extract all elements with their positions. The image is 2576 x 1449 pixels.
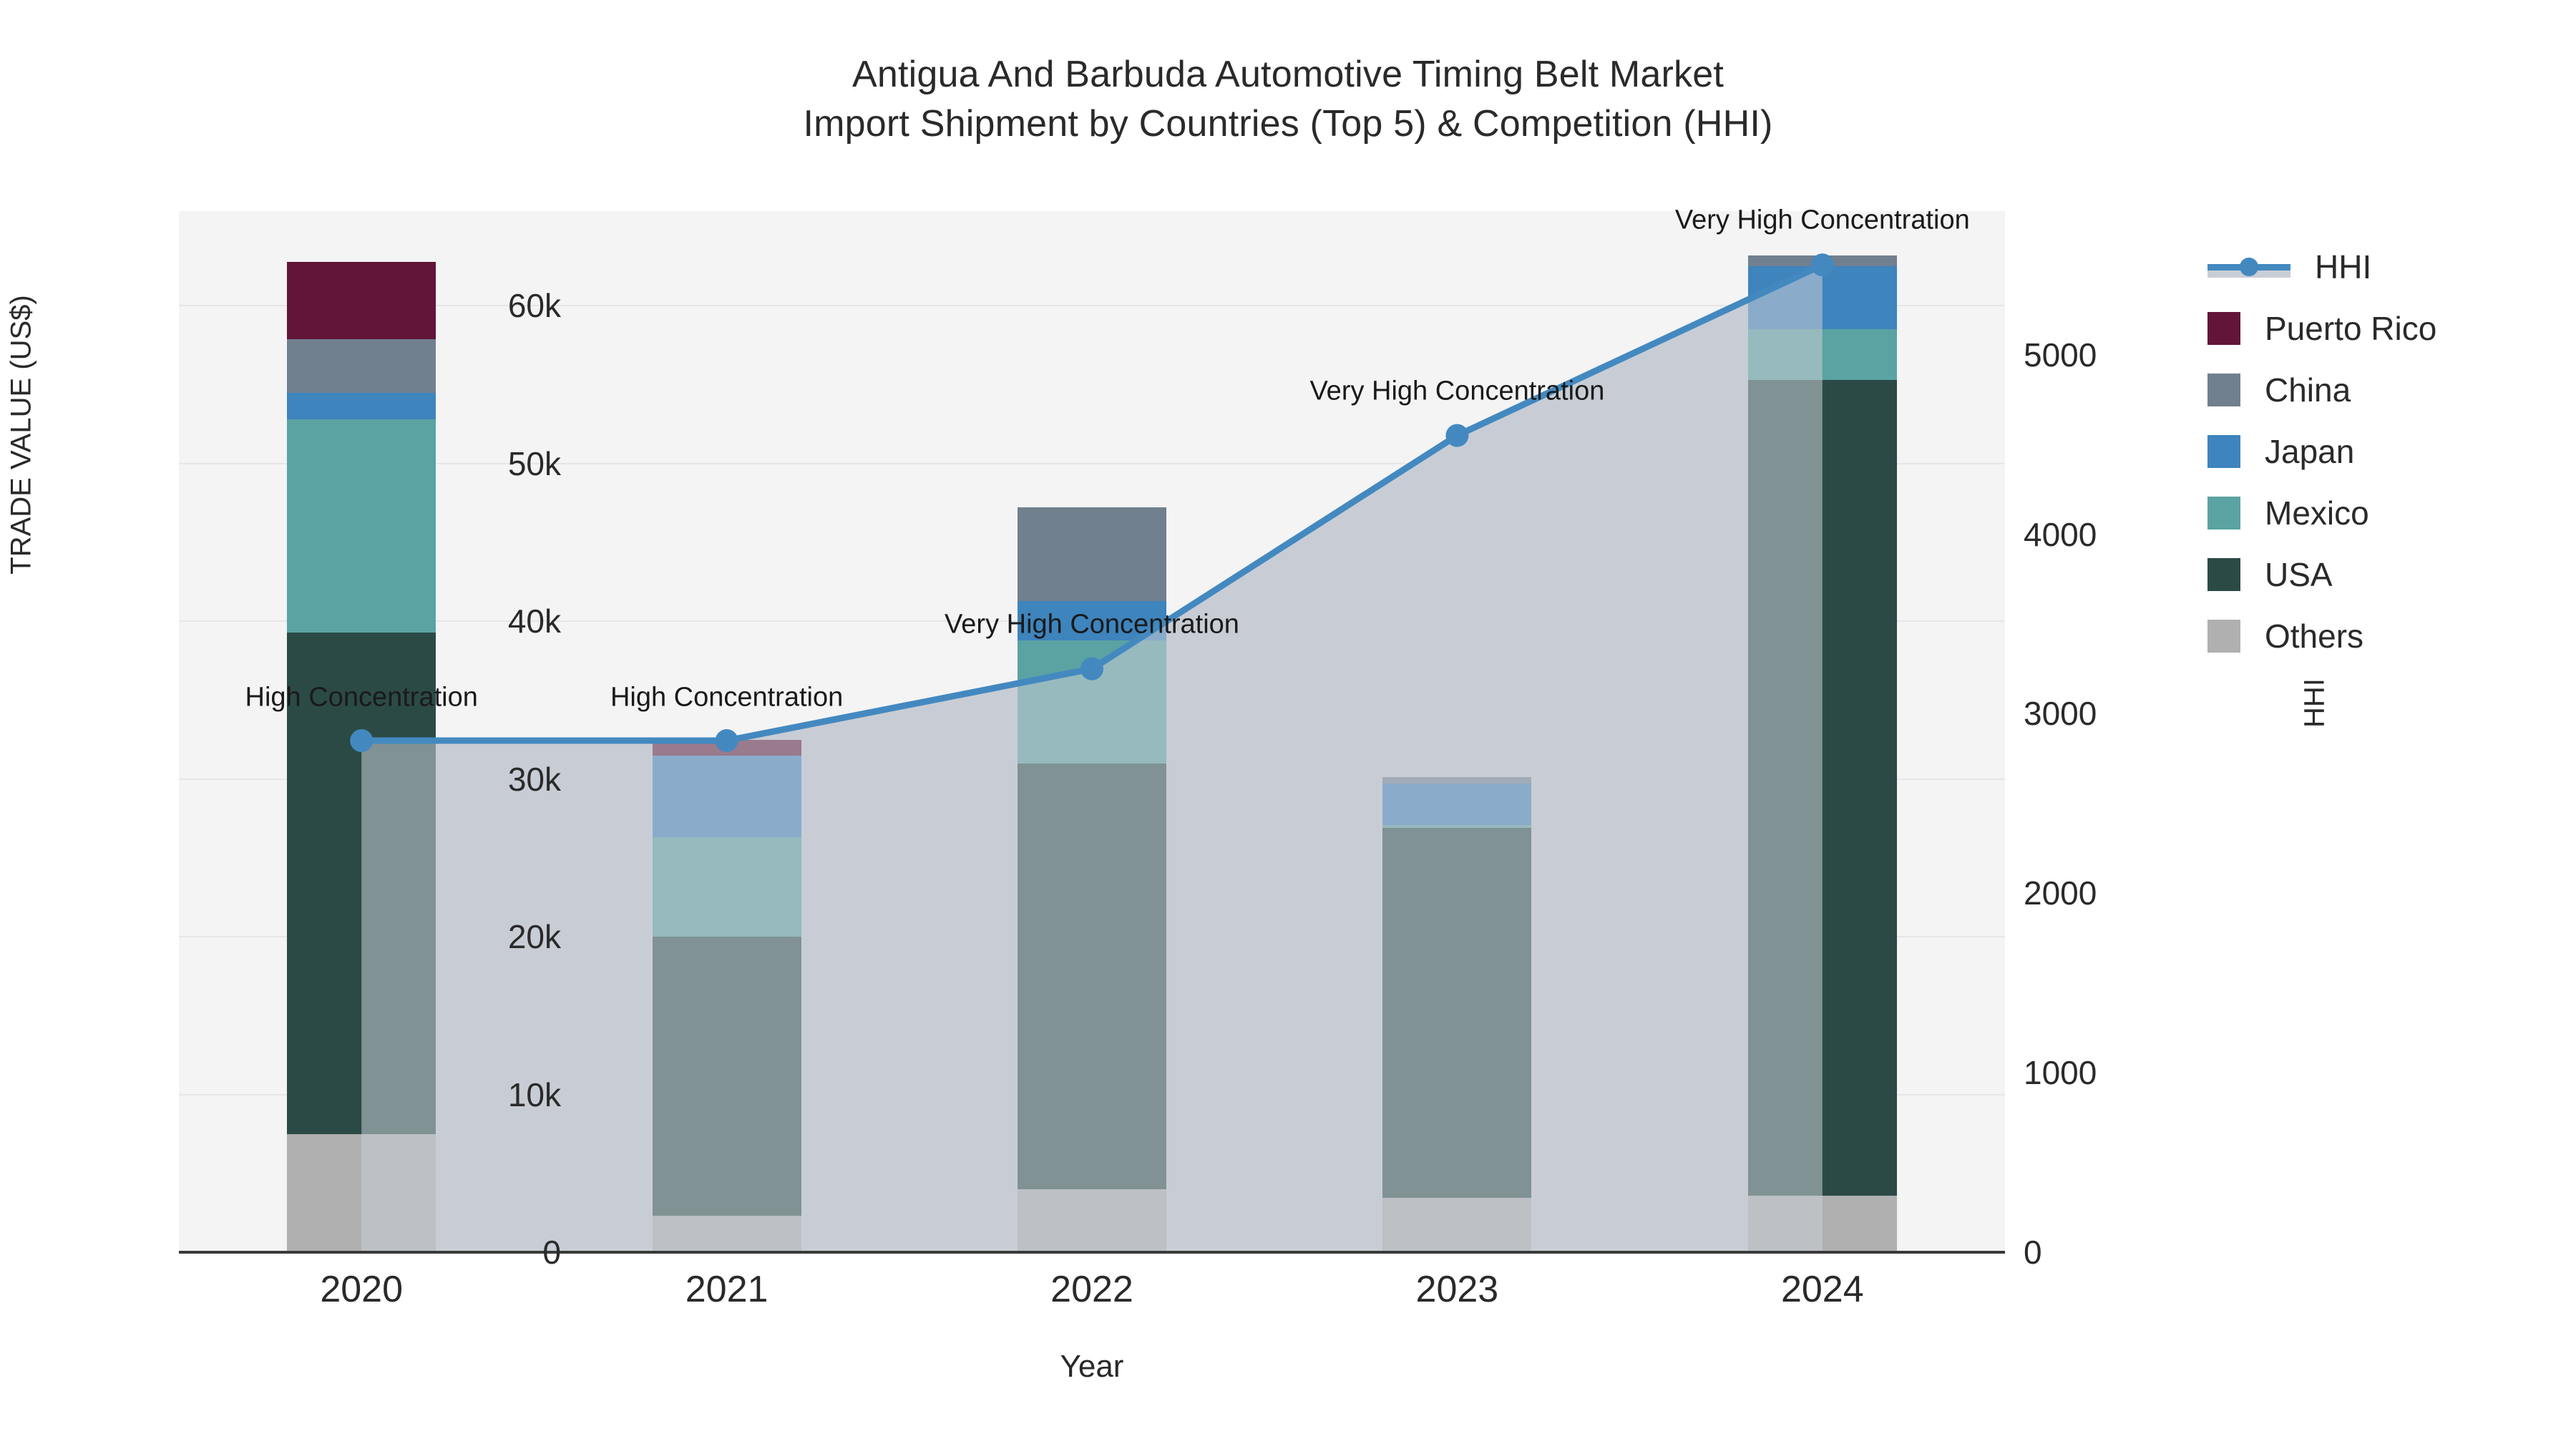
legend-item-usa[interactable]: USA [2207, 544, 2436, 605]
y-axis-tick-label: 30k [507, 760, 561, 798]
hhi-annotation: Very High Concentration [1674, 205, 1970, 235]
hhi-annotation: High Concentration [610, 682, 844, 713]
legend-item-label: Puerto Rico [2265, 310, 2437, 347]
legend-item-label: HHI [2315, 248, 2372, 286]
chart-title-line-2: Import Shipment by Countries (Top 5) & C… [803, 102, 1773, 145]
y2-axis-tick-label: 4000 [2024, 515, 2097, 553]
legend-item-others[interactable]: Others [2207, 605, 2436, 667]
x-axis-tick-label: 2020 [320, 1269, 404, 1310]
x-axis-tick-label: 2021 [685, 1269, 769, 1310]
legend-item-hhi[interactable]: HHI [2207, 236, 2436, 298]
hhi-marker[interactable] [1080, 657, 1103, 680]
y-axis-tick-label: 10k [507, 1075, 561, 1113]
y2-axis-tick-label: 5000 [2024, 336, 2097, 374]
chart-title: Antigua And Barbuda Automotive Timing Be… [0, 50, 2576, 148]
y-axis-title: TRADE VALUE (US$) [5, 295, 37, 575]
y2-axis-tick-label: 0 [2024, 1234, 2042, 1271]
y-axis-tick-label: 50k [507, 444, 561, 482]
x-axis-tick-label: 2023 [1415, 1269, 1499, 1310]
x-axis-title: Year [1060, 1349, 1124, 1384]
legend-swatch-icon [2207, 435, 2240, 468]
legend-item-mexico[interactable]: Mexico [2207, 482, 2436, 544]
chart-title-line-1: Antigua And Barbuda Automotive Timing Be… [852, 54, 1724, 95]
legend-item-label: Others [2265, 618, 2364, 655]
legend-item-label: USA [2265, 556, 2333, 593]
hhi-marker[interactable] [1810, 253, 1834, 277]
legend-swatch-icon [2207, 312, 2240, 345]
y-axis-tick-label: 20k [507, 918, 561, 956]
hhi-annotation: Very High Concentration [945, 609, 1239, 640]
x-axis-tick-label: 2022 [1050, 1269, 1133, 1310]
y-axis-tick-label: 60k [507, 287, 561, 325]
legend-item-china[interactable]: China [2207, 359, 2436, 421]
legend-line-icon [2207, 250, 2290, 283]
hhi-marker[interactable] [715, 729, 738, 753]
y2-axis-tick-label: 3000 [2024, 695, 2097, 733]
y-axis-tick-label: 40k [507, 602, 561, 640]
legend-swatch-icon [2207, 558, 2240, 591]
hhi-marker[interactable] [350, 729, 374, 753]
y2-axis-tick-label: 1000 [2024, 1054, 2097, 1092]
legend-swatch-icon [2207, 497, 2240, 530]
x-axis-line [179, 1251, 2005, 1254]
x-axis-tick-label: 2024 [1780, 1269, 1864, 1310]
hhi-line-layer [350, 253, 1834, 753]
hhi-marker[interactable] [1445, 424, 1469, 447]
legend-swatch-icon [2207, 374, 2240, 406]
legend: HHI Puerto Rico China Japan Mexico USA Others [2207, 236, 2436, 667]
legend-swatch-icon [2207, 620, 2240, 653]
y2-axis-tick-label: 2000 [2024, 874, 2097, 912]
legend-item-label: China [2265, 371, 2351, 409]
y-axis-tick-label: 0 [542, 1234, 561, 1271]
hhi-annotation: High Concentration [245, 682, 478, 713]
hhi-annotation: Very High Concentration [1309, 376, 1605, 406]
legend-item-label: Mexico [2265, 494, 2369, 532]
legend-item-puerto-rico[interactable]: Puerto Rico [2207, 298, 2436, 359]
legend-item-label: Japan [2265, 433, 2355, 470]
legend-item-japan[interactable]: Japan [2207, 421, 2436, 482]
